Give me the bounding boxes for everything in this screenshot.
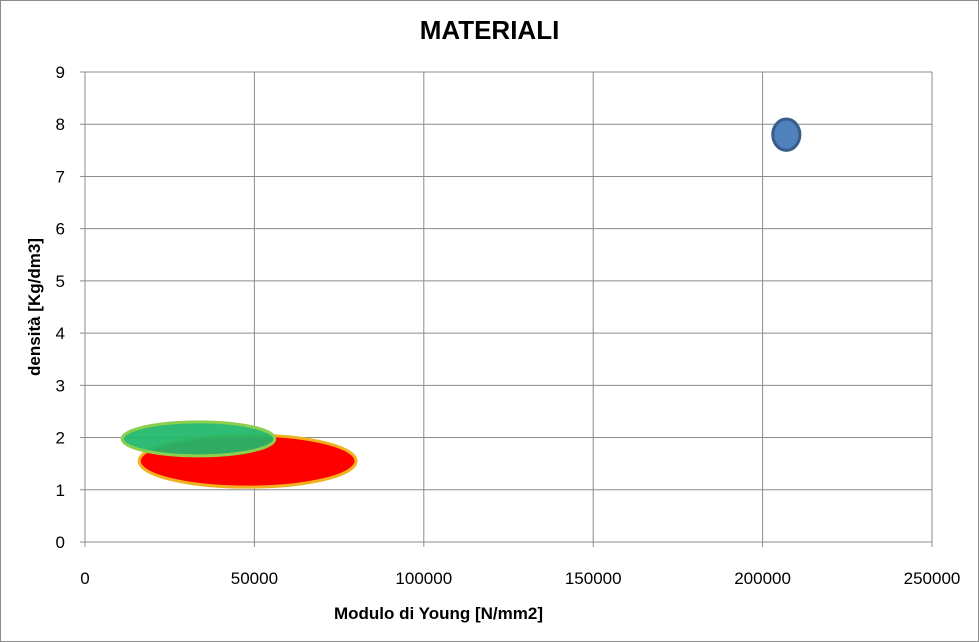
y-tick-label: 2: [56, 429, 65, 448]
y-tick-label: 4: [56, 324, 65, 343]
x-axis-title: Modulo di Young [N/mm2]: [334, 604, 543, 623]
x-tick-label: 50000: [231, 569, 278, 588]
y-axis-title: densità [Kg/dm3]: [25, 238, 44, 376]
x-tick-label: 150000: [565, 569, 622, 588]
x-tick-label: 100000: [395, 569, 452, 588]
y-tick-label: 8: [56, 115, 65, 134]
y-tick-label: 3: [56, 376, 65, 395]
y-tick-label: 1: [56, 481, 65, 500]
chart-title: MATERIALI: [419, 15, 560, 45]
data-ellipse: [771, 117, 802, 152]
data-ellipse: [120, 420, 277, 458]
x-tick-label: 0: [80, 569, 89, 588]
y-tick-label: 5: [56, 272, 65, 291]
y-tick-label: 7: [56, 167, 65, 186]
y-tick-label: 9: [56, 63, 65, 82]
x-tick-label: 250000: [904, 569, 961, 588]
y-tick-label: 0: [56, 533, 65, 552]
x-tick-label: 200000: [734, 569, 791, 588]
y-tick-label: 6: [56, 220, 65, 239]
